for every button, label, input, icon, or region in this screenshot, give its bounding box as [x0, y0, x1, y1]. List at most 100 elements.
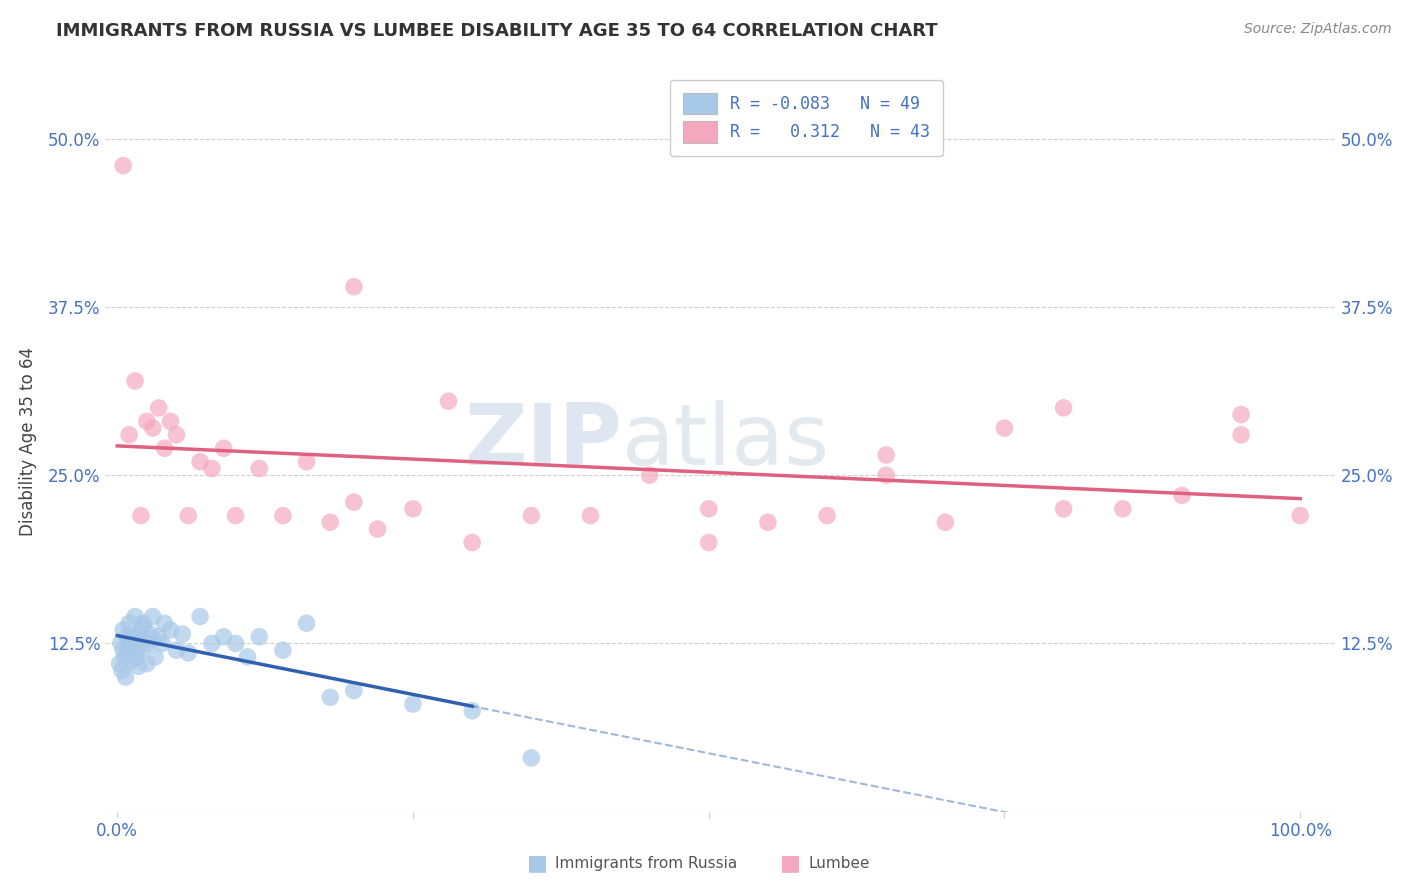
Text: Source: ZipAtlas.com: Source: ZipAtlas.com	[1244, 22, 1392, 37]
Point	[1230, 408, 1253, 422]
Point	[201, 636, 224, 650]
Point	[579, 508, 602, 523]
Point	[135, 657, 157, 671]
Point	[201, 461, 224, 475]
Point	[115, 630, 138, 644]
Point	[295, 455, 318, 469]
Point	[271, 643, 294, 657]
Point	[150, 636, 173, 650]
Point	[159, 414, 181, 428]
Point	[132, 619, 155, 633]
Point	[225, 508, 247, 523]
Point	[153, 442, 176, 456]
Point	[1052, 501, 1074, 516]
Point	[148, 401, 170, 415]
Point	[247, 461, 270, 475]
Point	[159, 623, 181, 637]
Point	[343, 683, 366, 698]
Point	[236, 649, 259, 664]
Point	[1230, 427, 1253, 442]
Point	[271, 508, 294, 523]
Point	[165, 643, 187, 657]
Point	[112, 643, 135, 657]
Text: ■: ■	[527, 854, 548, 873]
Point	[124, 630, 146, 644]
Legend: R = -0.083   N = 49, R =   0.312   N = 43: R = -0.083 N = 49, R = 0.312 N = 43	[671, 79, 943, 156]
Point	[697, 501, 720, 516]
Point	[520, 751, 543, 765]
Point	[114, 670, 136, 684]
Point	[343, 495, 366, 509]
Point	[172, 627, 194, 641]
Text: ■: ■	[780, 854, 801, 873]
Point	[319, 690, 342, 705]
Point	[108, 657, 131, 671]
Point	[112, 649, 135, 664]
Point	[165, 427, 187, 442]
Point	[319, 516, 342, 530]
Point	[247, 630, 270, 644]
Point	[815, 508, 838, 523]
Point	[129, 640, 152, 655]
Point	[1112, 501, 1135, 516]
Point	[118, 636, 141, 650]
Point	[756, 516, 779, 530]
Point	[128, 659, 150, 673]
Point	[118, 616, 141, 631]
Point	[135, 414, 157, 428]
Point	[121, 654, 143, 668]
Point	[1171, 488, 1194, 502]
Point	[188, 455, 211, 469]
Point	[139, 627, 162, 641]
Point	[934, 516, 956, 530]
Point	[437, 394, 460, 409]
Point	[875, 468, 897, 483]
Point	[142, 632, 165, 647]
Text: Immigrants from Russia: Immigrants from Russia	[555, 856, 738, 871]
Point	[177, 646, 200, 660]
Point	[110, 636, 132, 650]
Point	[212, 630, 235, 644]
Y-axis label: Disability Age 35 to 64: Disability Age 35 to 64	[18, 347, 37, 536]
Point	[225, 636, 247, 650]
Point	[129, 623, 152, 637]
Point	[142, 609, 165, 624]
Point	[121, 632, 143, 647]
Point	[148, 630, 170, 644]
Point	[129, 508, 152, 523]
Point	[112, 623, 135, 637]
Point	[143, 649, 166, 664]
Text: ZIP: ZIP	[464, 400, 621, 483]
Point	[993, 421, 1015, 435]
Point	[402, 697, 425, 711]
Point	[638, 468, 661, 483]
Point	[120, 630, 142, 644]
Point	[875, 448, 897, 462]
Point	[112, 159, 135, 173]
Point	[153, 616, 176, 631]
Point	[697, 535, 720, 549]
Point	[117, 646, 139, 660]
Point	[212, 442, 235, 456]
Point	[125, 649, 148, 664]
Point	[1289, 508, 1312, 523]
Point	[343, 279, 366, 293]
Point	[142, 421, 165, 435]
Point	[461, 535, 484, 549]
Point	[188, 609, 211, 624]
Point	[177, 508, 200, 523]
Point	[135, 636, 157, 650]
Point	[402, 501, 425, 516]
Point	[461, 704, 484, 718]
Point	[118, 427, 141, 442]
Point	[124, 374, 146, 388]
Point	[111, 664, 134, 678]
Point	[124, 609, 146, 624]
Point	[132, 616, 155, 631]
Point	[1052, 401, 1074, 415]
Point	[127, 643, 149, 657]
Point	[520, 508, 543, 523]
Text: IMMIGRANTS FROM RUSSIA VS LUMBEE DISABILITY AGE 35 TO 64 CORRELATION CHART: IMMIGRANTS FROM RUSSIA VS LUMBEE DISABIL…	[56, 22, 938, 40]
Point	[367, 522, 389, 536]
Text: atlas: atlas	[621, 400, 830, 483]
